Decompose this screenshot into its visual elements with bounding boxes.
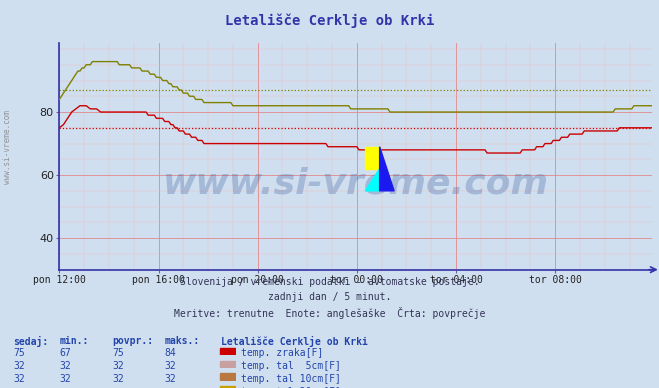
- Text: Letališče Cerklje ob Krki: Letališče Cerklje ob Krki: [221, 336, 368, 346]
- Text: 67: 67: [59, 348, 71, 359]
- Text: 32: 32: [59, 361, 71, 371]
- Text: -nan: -nan: [13, 387, 37, 388]
- Text: 32: 32: [165, 361, 177, 371]
- Polygon shape: [380, 147, 394, 191]
- Text: temp. tal 20cm[F]: temp. tal 20cm[F]: [241, 387, 341, 388]
- Text: 32: 32: [165, 374, 177, 384]
- Text: 84: 84: [165, 348, 177, 359]
- Text: -nan: -nan: [112, 387, 136, 388]
- Text: 32: 32: [112, 374, 124, 384]
- Text: maks.:: maks.:: [165, 336, 200, 346]
- Text: Letališče Cerklje ob Krki: Letališče Cerklje ob Krki: [225, 14, 434, 28]
- Polygon shape: [365, 169, 380, 191]
- Text: 32: 32: [13, 374, 25, 384]
- Text: temp. zraka[F]: temp. zraka[F]: [241, 348, 323, 359]
- Text: -nan: -nan: [59, 387, 83, 388]
- Bar: [220, 373, 235, 380]
- Text: temp. tal 10cm[F]: temp. tal 10cm[F]: [241, 374, 341, 384]
- Text: -nan: -nan: [165, 387, 188, 388]
- Text: sedaj:: sedaj:: [13, 336, 48, 346]
- Text: 75: 75: [13, 348, 25, 359]
- Bar: [220, 348, 235, 355]
- Bar: [365, 147, 380, 169]
- Bar: [220, 386, 235, 388]
- Text: www.si-vreme.com: www.si-vreme.com: [3, 111, 13, 184]
- Text: 32: 32: [112, 361, 124, 371]
- Text: 75: 75: [112, 348, 124, 359]
- Bar: [220, 360, 235, 367]
- Text: povpr.:: povpr.:: [112, 336, 153, 346]
- Text: min.:: min.:: [59, 336, 89, 346]
- Text: Meritve: trenutne  Enote: anglešaške  Črta: povprečje: Meritve: trenutne Enote: anglešaške Črta…: [174, 307, 485, 319]
- Text: 32: 32: [59, 374, 71, 384]
- Text: 32: 32: [13, 361, 25, 371]
- Text: temp. tal  5cm[F]: temp. tal 5cm[F]: [241, 361, 341, 371]
- Text: Slovenija / vremenski podatki - avtomatske postaje.: Slovenija / vremenski podatki - avtomats…: [180, 277, 479, 288]
- Text: www.si-vreme.com: www.si-vreme.com: [163, 166, 549, 201]
- Text: zadnji dan / 5 minut.: zadnji dan / 5 minut.: [268, 292, 391, 302]
